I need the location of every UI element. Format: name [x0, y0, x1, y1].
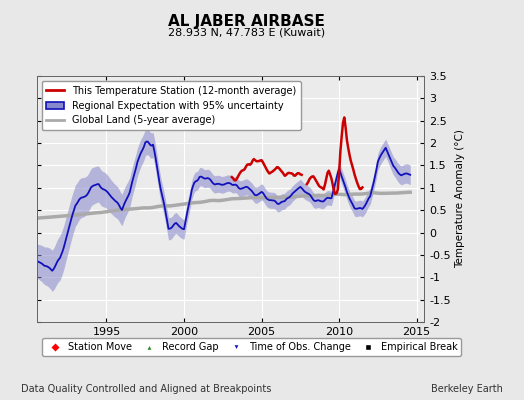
Text: Data Quality Controlled and Aligned at Breakpoints: Data Quality Controlled and Aligned at B… — [21, 384, 271, 394]
Legend: This Temperature Station (12-month average), Regional Expectation with 95% uncer: This Temperature Station (12-month avera… — [41, 81, 301, 130]
Y-axis label: Temperature Anomaly (°C): Temperature Anomaly (°C) — [455, 130, 465, 268]
Legend: Station Move, Record Gap, Time of Obs. Change, Empirical Break: Station Move, Record Gap, Time of Obs. C… — [41, 338, 462, 356]
Text: AL JABER AIRBASE: AL JABER AIRBASE — [168, 14, 325, 29]
Text: 28.933 N, 47.783 E (Kuwait): 28.933 N, 47.783 E (Kuwait) — [168, 27, 325, 37]
Text: Berkeley Earth: Berkeley Earth — [431, 384, 503, 394]
